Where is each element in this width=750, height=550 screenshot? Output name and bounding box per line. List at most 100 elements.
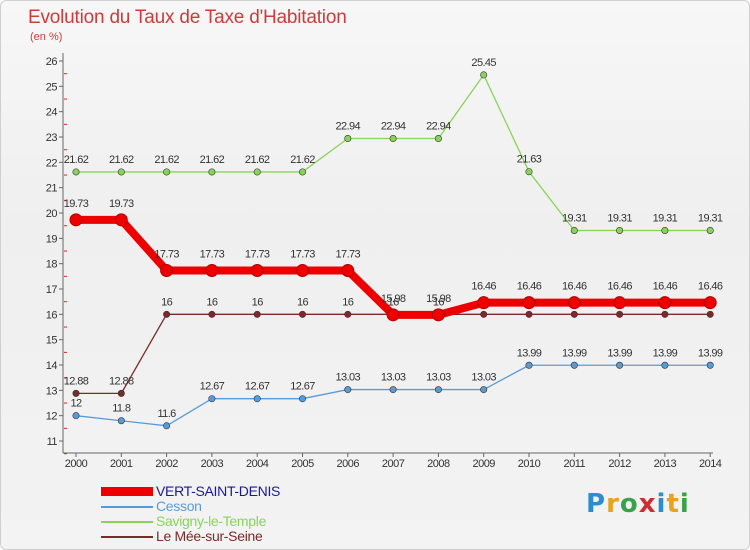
data-label: 19.73 (109, 198, 134, 210)
data-point (525, 361, 533, 369)
proxiti-logo: Proxiti (586, 489, 690, 519)
x-tick-label: 2011 (563, 458, 585, 470)
data-label: 13.03 (336, 372, 361, 384)
data-label: 16.46 (471, 281, 496, 293)
y-tick-label: 13 (46, 385, 58, 397)
data-point (298, 310, 306, 318)
data-point (341, 264, 355, 278)
data-point (72, 168, 80, 176)
x-tick-label: 2009 (472, 458, 495, 470)
data-label: 16 (433, 296, 445, 308)
data-point (431, 308, 445, 322)
data-label: 17.73 (154, 249, 179, 261)
data-point (250, 264, 264, 278)
data-point (208, 395, 216, 403)
data-point (205, 264, 219, 278)
legend-swatch (101, 487, 153, 496)
legend-label: Le Mée-sur-Seine (156, 528, 263, 544)
x-tick-label: 2014 (699, 458, 722, 470)
legend-swatch (101, 506, 153, 508)
data-point (163, 310, 171, 318)
data-point (706, 310, 714, 318)
data-label: 12.67 (245, 381, 270, 393)
data-label: 11.6 (157, 408, 176, 420)
data-point (480, 71, 488, 79)
data-label: 16.46 (607, 281, 632, 293)
y-tick-label: 22 (46, 157, 58, 169)
data-label: 13.03 (381, 372, 406, 384)
data-label: 22.94 (336, 121, 361, 133)
data-point (389, 135, 397, 143)
data-label: 19.31 (562, 212, 587, 224)
x-tick-label: 2002 (155, 458, 178, 470)
data-point (567, 296, 581, 310)
data-point (706, 226, 714, 234)
data-label: 17.73 (336, 249, 361, 261)
data-label: 21.62 (109, 154, 134, 166)
data-point (117, 417, 125, 425)
data-label: 22.94 (381, 121, 406, 133)
legend-label: VERT-SAINT-DENIS (156, 483, 281, 499)
data-label: 17.73 (245, 249, 270, 261)
data-label: 16.46 (698, 281, 723, 293)
data-point (160, 264, 174, 278)
data-label: 16 (297, 296, 309, 308)
x-tick-label: 2003 (201, 458, 224, 470)
data-label: 15.98 (426, 293, 451, 305)
data-label: 19.31 (607, 212, 632, 224)
data-point (114, 213, 128, 227)
chart-subtitle: (en %) (30, 31, 63, 43)
data-label: 13.03 (426, 372, 451, 384)
legend-label: Cesson (156, 498, 202, 514)
data-point (163, 168, 171, 176)
data-point (613, 296, 627, 310)
y-tick-label: 25 (46, 81, 58, 93)
data-label: 16.46 (517, 281, 542, 293)
data-point (72, 389, 80, 397)
data-label: 13.99 (607, 347, 632, 359)
data-label: 21.62 (245, 154, 270, 166)
data-point (344, 310, 352, 318)
data-point (434, 135, 442, 143)
data-label: 17.73 (200, 249, 225, 261)
x-tick-label: 2008 (427, 458, 450, 470)
data-point (208, 310, 216, 318)
data-point (525, 310, 533, 318)
data-label: 13.99 (698, 347, 723, 359)
x-tick-label: 2006 (337, 458, 360, 470)
y-tick-label: 23 (46, 132, 58, 144)
data-label: 17.73 (290, 249, 315, 261)
data-label: 16 (252, 296, 264, 308)
y-tick-label: 24 (46, 107, 58, 119)
y-tick-label: 11 (47, 436, 58, 448)
data-point (525, 168, 533, 176)
data-label: 16 (388, 296, 400, 308)
x-tick-label: 2005 (291, 458, 314, 470)
data-point (480, 310, 488, 318)
data-point (344, 386, 352, 394)
data-point (253, 395, 261, 403)
data-label: 13.99 (517, 347, 542, 359)
data-point (661, 361, 669, 369)
data-label: 12.67 (290, 381, 315, 393)
data-point (658, 296, 672, 310)
data-point (616, 361, 624, 369)
data-point (208, 168, 216, 176)
data-label: 13.99 (562, 347, 587, 359)
data-point (522, 296, 536, 310)
data-point (616, 226, 624, 234)
legend-label: Savigny-le-Temple (156, 513, 267, 529)
data-point (480, 386, 488, 394)
y-tick-label: 19 (46, 233, 58, 245)
data-point (389, 386, 397, 394)
series-savigny-le-temple: 21.62 21.62 21.62 21.62 21.62 21.62 22.94 22.94… (64, 57, 724, 234)
data-point (434, 386, 442, 394)
x-tick-label: 2012 (608, 458, 631, 470)
data-point (570, 361, 578, 369)
data-label: 13.03 (471, 372, 496, 384)
data-label: 16.46 (562, 281, 587, 293)
legend-swatch (101, 536, 153, 538)
y-tick-label: 14 (46, 360, 58, 372)
